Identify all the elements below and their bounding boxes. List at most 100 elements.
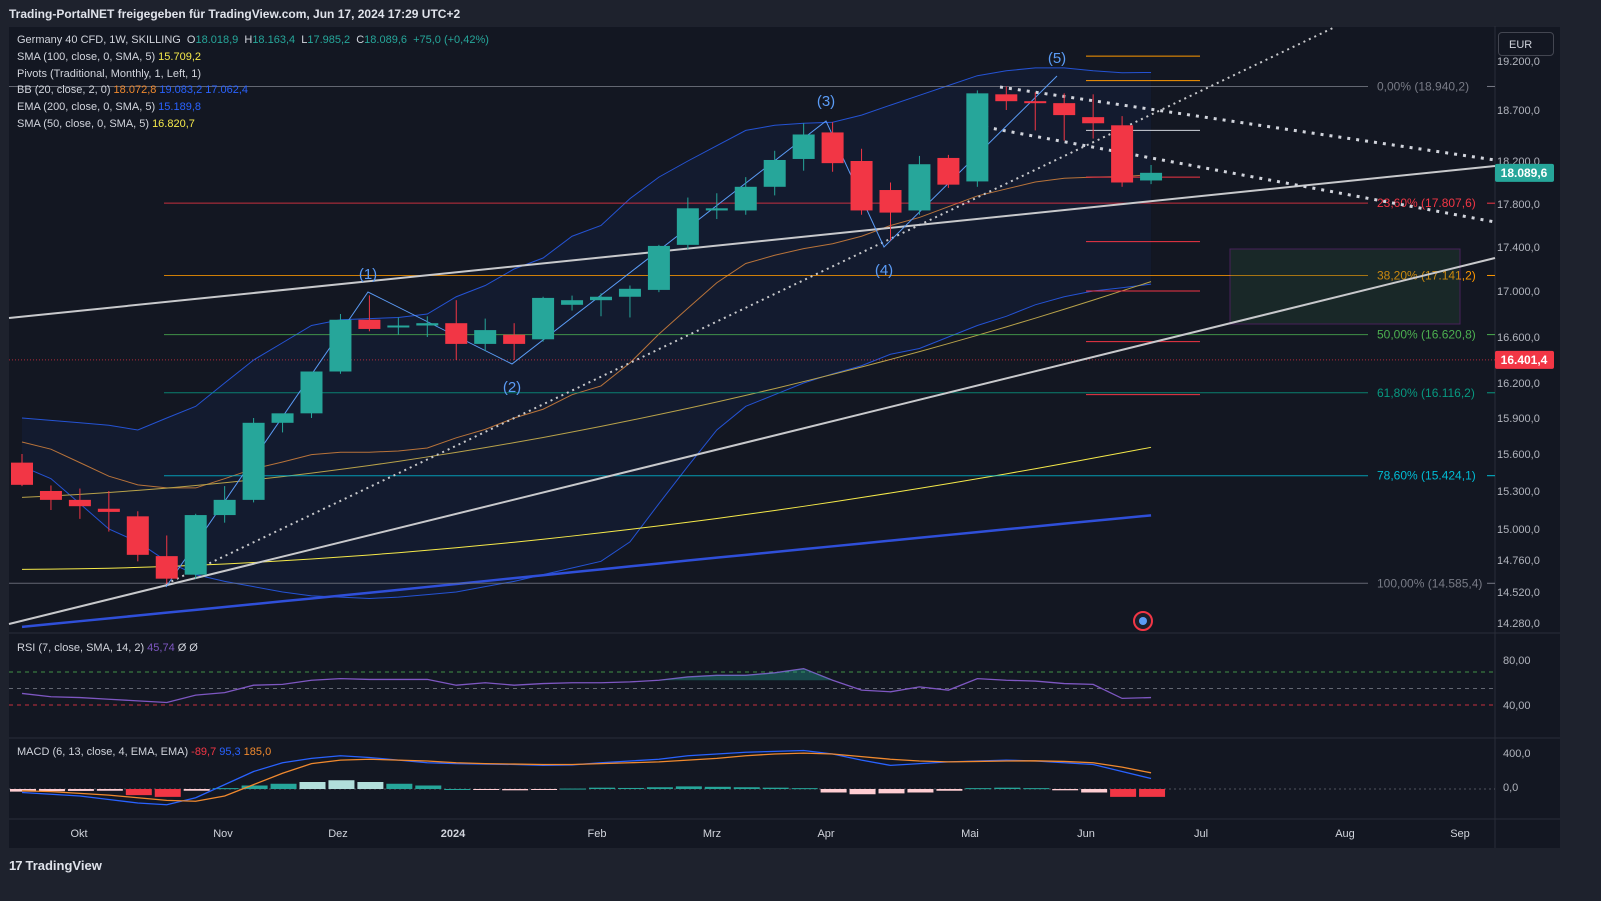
candle — [1082, 94, 1105, 139]
macd-histogram-bar — [357, 782, 384, 789]
candle — [184, 513, 207, 579]
candle — [908, 155, 931, 215]
elliott-wave-label: (5) — [1048, 50, 1066, 67]
candle-body — [68, 499, 91, 507]
candle-body — [271, 413, 294, 423]
macd-histogram-bar — [38, 789, 65, 792]
elliott-wave-label: (1) — [359, 266, 377, 283]
bollinger-basis-line — [21, 174, 1152, 489]
ema200-line — [21, 514, 1152, 629]
candle — [358, 295, 381, 332]
y-axis-tick-label: 16.600,0 — [1497, 332, 1540, 344]
macd-histogram-bar — [704, 786, 731, 789]
candle-body — [792, 134, 815, 159]
macd-histogram-bar — [936, 789, 963, 791]
x-axis-label: Feb — [588, 828, 607, 840]
candle-body — [590, 296, 612, 301]
channel-line-upper — [999, 85, 1496, 162]
macd-histogram-bar — [762, 787, 789, 789]
macd-name: MACD (6, 13, close, 4, EMA, EMA) — [17, 746, 189, 758]
macd-histogram-bar — [560, 788, 587, 790]
legend-ema200[interactable]: EMA (200, close, 0, SMA, 5) 15.189,8 — [17, 101, 204, 114]
y-axis-tick-label: 16.200,0 — [1497, 378, 1540, 390]
candle — [329, 314, 352, 374]
legend-sma50[interactable]: SMA (50, close, 0, SMA, 5) 16.820,7 — [17, 118, 198, 131]
candle — [1111, 116, 1134, 187]
macd-histogram-bar — [183, 789, 210, 791]
rsi-overbought-fill — [601, 668, 833, 681]
candle — [474, 318, 497, 351]
candle-body — [705, 208, 728, 211]
sma100-name: SMA (100, close, 0, SMA, 5) — [17, 51, 156, 63]
price-label-box — [1495, 350, 1554, 369]
candle-body — [1111, 125, 1134, 183]
fib-level-label: 61,80% (16.116,2) — [1377, 386, 1475, 400]
candle-body — [937, 157, 960, 185]
x-axis-label: Aug — [1335, 828, 1355, 840]
candle — [792, 123, 815, 171]
candle-body — [647, 245, 670, 290]
rsi-value: 45,74 — [147, 642, 175, 654]
fib-level-label: 100,00% (14.585,4) — [1377, 576, 1482, 590]
macd-histogram-bar — [270, 783, 297, 789]
y-axis-tick-label: 15.000,0 — [1497, 524, 1540, 536]
legend-pivots[interactable]: Pivots (Traditional, Monthly, 1, Left, 1… — [17, 68, 204, 81]
candle — [68, 488, 91, 519]
sma50-value: 16.820,7 — [152, 118, 195, 130]
macd-histogram-bar — [415, 785, 442, 789]
bb-value-1: 18.072,8 — [113, 84, 157, 96]
macd-histogram-bar — [1023, 788, 1050, 790]
price-axis-background — [1495, 26, 1560, 848]
fib-level-label: 78,60% (15.424,1) — [1377, 469, 1476, 483]
macd-histogram-bar — [1139, 789, 1166, 797]
macd-histogram-bar — [878, 789, 905, 794]
y-axis-tick-label: 14.520,0 — [1497, 587, 1540, 599]
legend-sma100[interactable]: SMA (100, close, 0, SMA, 5) 15.709,2 — [17, 51, 204, 64]
candle — [937, 154, 960, 188]
candle-body — [821, 132, 844, 164]
tradingview-logo[interactable]: 17 TradingView — [9, 858, 102, 873]
candle — [1140, 164, 1163, 185]
candle — [387, 317, 410, 335]
candle-body — [242, 422, 265, 500]
macd-histogram-bar — [820, 789, 847, 793]
elliott-wave-label: (4) — [875, 262, 893, 279]
macd-histogram-bar — [907, 789, 934, 793]
bollinger-upper-line — [21, 67, 1152, 431]
rsi-line — [21, 668, 1152, 704]
macd-axis-label: 0,0 — [1503, 782, 1518, 794]
candle-body — [561, 300, 584, 305]
macd-histogram-bar — [965, 788, 992, 790]
symbol-name: Germany 40 CFD, 1W, SKILLING — [17, 34, 181, 46]
legend-bb[interactable]: BB (20, close, 2, 0) 18.072,8 19.083,2 17.0… — [17, 84, 251, 97]
price-label-box — [1495, 163, 1554, 182]
y-axis-tick-label: 18.700,0 — [1497, 105, 1540, 117]
legend-rsi[interactable]: RSI (7, close, SMA, 14, 2) 45,74 Ø Ø — [17, 642, 201, 655]
macd-axis-label: 400,0 — [1503, 748, 1531, 760]
channel-line-lower — [984, 125, 1496, 224]
currency-button[interactable]: EUR — [1498, 32, 1554, 56]
candle-body — [213, 499, 236, 516]
legend-symbol[interactable]: Germany 40 CFD, 1W, SKILLING O18.018,9 H… — [17, 34, 492, 47]
candle — [11, 454, 33, 487]
macd-histogram-bar — [154, 789, 181, 797]
legend-macd[interactable]: MACD (6, 13, close, 4, EMA, EMA) -89,7 95,… — [17, 746, 274, 759]
candle-body — [184, 515, 207, 575]
macd-signal-line — [21, 752, 1152, 802]
candle-body — [126, 516, 149, 555]
candle-body — [1082, 117, 1105, 124]
bb-value-3: 17.062,4 — [205, 84, 249, 96]
candle-body — [676, 208, 699, 245]
x-axis-label: Jul — [1194, 828, 1208, 840]
ohlc-high-label: H — [244, 34, 253, 46]
candle-body — [300, 371, 323, 414]
candle-body — [445, 323, 468, 344]
candle-body — [879, 190, 902, 213]
candle-body — [1024, 101, 1047, 104]
fib-level-label: 0,00% (18.940,2) — [1377, 79, 1469, 93]
candle — [97, 491, 120, 532]
y-axis-tick-label: 15.600,0 — [1497, 449, 1540, 461]
macd-histogram-bar — [386, 783, 413, 789]
candle — [618, 285, 641, 318]
